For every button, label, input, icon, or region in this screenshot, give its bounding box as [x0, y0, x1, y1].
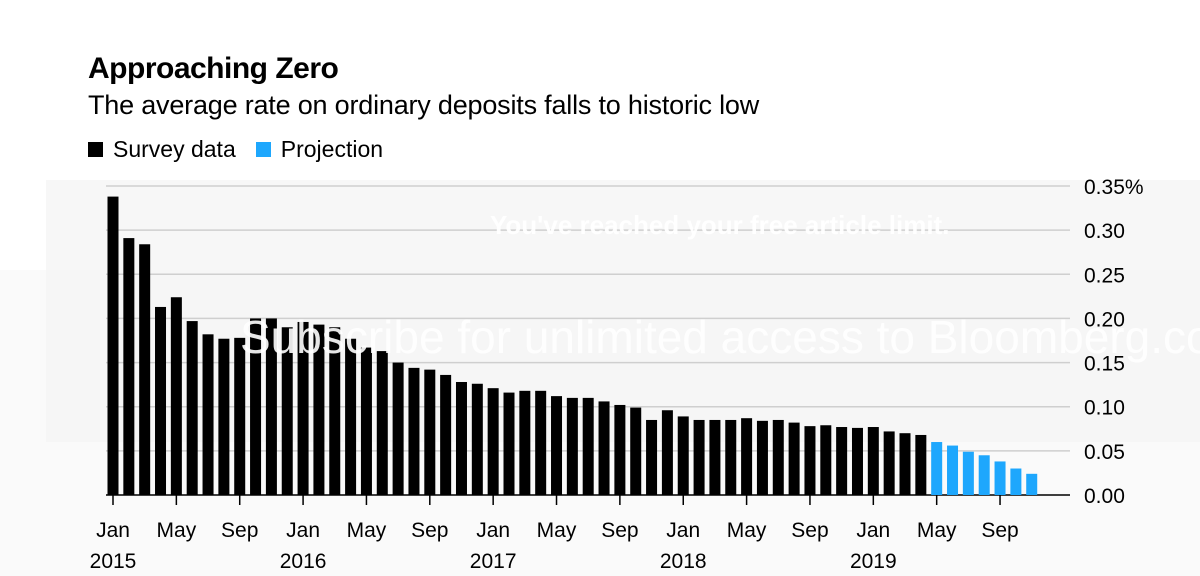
bar-projection: [962, 451, 974, 495]
x-tick-label: Jan: [476, 519, 510, 542]
bar-survey: [804, 426, 816, 495]
bar-survey: [582, 397, 594, 495]
bar-survey: [424, 369, 436, 495]
x-tick-year-label: 2018: [660, 550, 707, 573]
bar-projection: [1026, 473, 1038, 495]
bar-survey: [725, 419, 737, 495]
bar-survey: [170, 297, 182, 495]
bar-survey: [440, 374, 452, 495]
bar-survey: [503, 392, 515, 495]
x-tick-year-label: 2019: [850, 550, 897, 573]
bar-survey: [123, 238, 135, 496]
bar-survey: [741, 418, 753, 495]
x-tick-year-label: 2017: [470, 550, 517, 573]
bar-survey: [218, 338, 230, 495]
bar-survey: [709, 419, 721, 495]
x-tick-label: May: [727, 519, 767, 542]
x-tick-year-label: 2015: [90, 550, 137, 573]
y-tick-label: 0.15: [1084, 353, 1125, 376]
x-tick-label: Jan: [286, 519, 320, 542]
bar-survey: [392, 362, 404, 495]
legend-label-projection: Projection: [280, 136, 384, 162]
bar-projection: [978, 455, 990, 495]
bar-survey: [836, 427, 848, 495]
bar-survey: [297, 321, 309, 495]
y-tick-label: 0.20: [1084, 308, 1125, 331]
legend-swatch-survey: [88, 142, 103, 157]
bar-survey: [820, 425, 832, 495]
bar-survey: [519, 390, 531, 495]
y-tick-label: 0.30: [1084, 220, 1125, 243]
x-tick-label: Jan: [96, 519, 130, 542]
x-tick-label: Jan: [856, 519, 890, 542]
bar-survey: [455, 381, 467, 495]
x-tick-label: May: [347, 519, 387, 542]
bar-projection: [1010, 468, 1022, 495]
paywall-subscribe-text[interactable]: Subscribe for unlimited access to Bloomb…: [240, 311, 1200, 363]
bar-survey: [250, 318, 262, 495]
chart-title: Approaching Zero: [88, 52, 339, 85]
legend-item-survey: Survey data: [88, 136, 236, 163]
bar-survey: [867, 427, 879, 495]
bar-survey: [408, 367, 420, 495]
bar-survey: [677, 416, 689, 495]
bar-survey: [614, 404, 626, 495]
x-tick-label: May: [917, 519, 957, 542]
bar-survey: [566, 397, 578, 495]
legend-item-projection: Projection: [255, 136, 384, 163]
x-tick-label: May: [157, 519, 197, 542]
bar-projection: [994, 461, 1006, 495]
bar-survey: [360, 347, 372, 495]
x-tick-label: Sep: [601, 519, 638, 542]
bar-projection: [947, 445, 959, 495]
bar-survey: [661, 410, 673, 495]
bar-survey: [202, 334, 214, 495]
bar-survey: [630, 407, 642, 495]
bar-survey: [915, 434, 927, 495]
paywall-limit-text: You've reached your free article limit.: [490, 210, 950, 240]
bar-survey: [265, 318, 277, 495]
bar-survey: [788, 422, 800, 495]
bar-survey: [756, 420, 768, 495]
bar-survey: [234, 337, 246, 495]
x-tick-label: Sep: [981, 519, 1018, 542]
legend-swatch-projection: [255, 142, 271, 157]
bar-survey: [155, 306, 167, 495]
bar-survey: [186, 321, 198, 495]
x-tick-year-label: 2016: [280, 550, 327, 573]
y-tick-label: 0.25: [1084, 264, 1125, 287]
legend-label-survey: Survey data: [113, 136, 236, 162]
bar-survey: [693, 419, 705, 495]
bar-survey: [313, 324, 325, 495]
bar-survey: [281, 327, 293, 495]
bar-survey: [345, 338, 357, 495]
legend: Survey data Projection: [88, 136, 403, 163]
bar-survey: [107, 196, 119, 495]
x-tick-label: Sep: [791, 519, 828, 542]
bar-survey: [487, 388, 499, 495]
bar-survey: [329, 327, 341, 495]
bar-survey: [139, 244, 151, 495]
x-tick-label: Jan: [666, 519, 700, 542]
x-tick-label: Sep: [411, 519, 448, 542]
bar-survey: [471, 383, 483, 495]
y-tick-label: 0.00: [1084, 485, 1125, 508]
bar-survey: [772, 419, 784, 495]
bar-survey: [646, 419, 658, 495]
bar-survey: [899, 433, 911, 495]
y-tick-label: 0.10: [1084, 397, 1125, 420]
bar-survey: [551, 396, 563, 495]
bar-survey: [851, 427, 863, 495]
chart-subtitle: The average rate on ordinary deposits fa…: [88, 90, 760, 120]
y-tick-label: 0.35%: [1084, 176, 1144, 199]
bar-survey: [376, 351, 388, 495]
x-tick-label: May: [537, 519, 577, 542]
bar-projection: [931, 442, 943, 495]
x-tick-label: Sep: [221, 519, 258, 542]
y-tick-label: 0.05: [1084, 441, 1125, 464]
bar-survey: [598, 401, 610, 495]
bar-survey: [883, 431, 895, 495]
bar-survey: [535, 390, 547, 495]
